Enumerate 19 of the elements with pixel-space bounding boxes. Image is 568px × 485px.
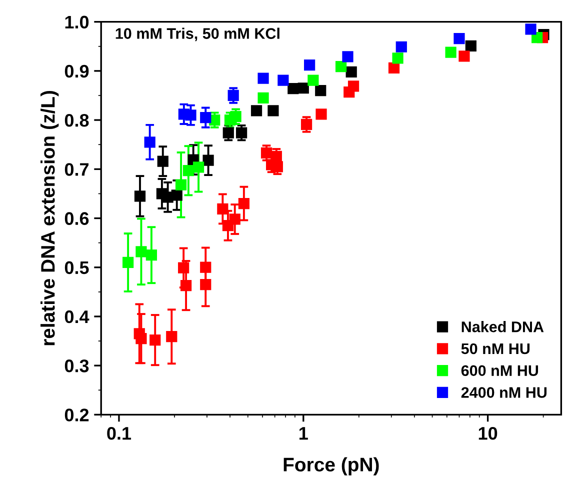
y-tick-label: 1.0 xyxy=(65,16,89,29)
x-tick-label: 0.1 xyxy=(107,426,132,440)
y-axis-title: relative DNA extension (z/L) xyxy=(40,90,59,346)
x-tick-label: 1 xyxy=(300,427,308,440)
y-tick-label: 0.2 xyxy=(64,408,89,422)
legend-label: 2400 nM HU xyxy=(461,387,547,398)
y-tick-label: 0.8 xyxy=(64,114,89,127)
legend-label: 50 nM HU xyxy=(461,343,530,354)
legend-label: Naked DNA xyxy=(462,321,544,332)
y-tick-label: 0.9 xyxy=(64,64,89,78)
y-tick-label: 0.3 xyxy=(64,360,89,372)
y-tick-label: 0.7 xyxy=(64,163,89,176)
annotation: 10 mM Tris, 50 mM KCl xyxy=(116,28,280,42)
x-tick-label: 10 xyxy=(478,426,498,440)
x-axis-title: Force (pN) xyxy=(284,457,379,476)
legend-label: 600 nM HU xyxy=(461,365,538,376)
y-tick-label: 0.4 xyxy=(64,310,90,324)
y-tick-label: 0.5 xyxy=(64,261,89,274)
y-tick-label: 0.6 xyxy=(64,212,89,225)
